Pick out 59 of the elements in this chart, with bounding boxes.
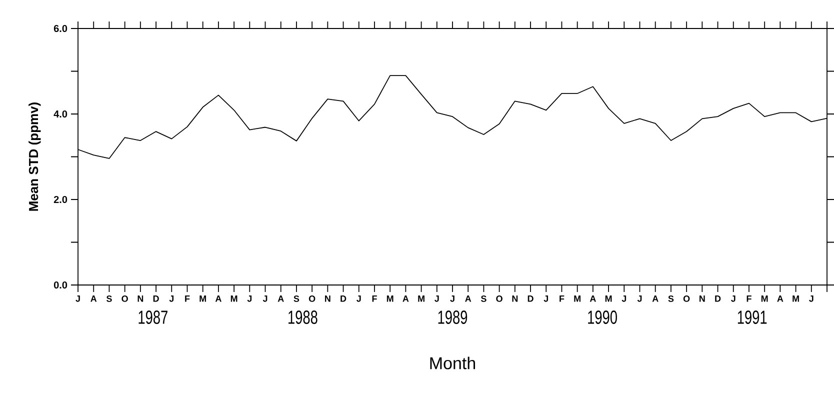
x-tick-label: M	[792, 296, 799, 302]
y-axis-title: Mean STD (ppmv)	[28, 102, 41, 211]
x-tick-label: J	[731, 296, 736, 302]
x-tick-label: N	[325, 296, 330, 302]
x-tick-label: J	[544, 296, 548, 302]
x-tick-label: N	[138, 296, 144, 302]
x-tick-label: O	[683, 296, 690, 302]
y-tick-label: 6.0	[54, 24, 68, 32]
x-tick-label: N	[512, 296, 518, 302]
x-tick-label: A	[777, 296, 784, 302]
x-tick-label: D	[153, 296, 159, 302]
x-tick-label: J	[637, 296, 642, 302]
x-tick-label: O	[496, 296, 502, 302]
x-tick-label: A	[215, 296, 222, 302]
x-tick-label: A	[278, 296, 284, 302]
x-tick-label: A	[652, 296, 658, 302]
y-tick-label: 0.0	[54, 281, 68, 289]
x-tick-label: A	[90, 296, 97, 302]
x-tick-label: J	[809, 296, 814, 302]
x-tick-label: J	[247, 296, 252, 302]
x-tick-label: M	[605, 296, 612, 302]
x-tick-label: J	[356, 296, 361, 302]
x-tick-label: D	[528, 296, 534, 302]
x-tick-label: F	[560, 296, 564, 302]
x-tick-label: M	[386, 296, 394, 302]
x-tick-label: F	[372, 296, 377, 302]
x-tick-label: J	[622, 296, 626, 302]
x-tick-label: M	[418, 296, 424, 302]
text: 1990	[588, 310, 617, 324]
x-tick-label: A	[590, 296, 596, 302]
x-tick-label: A	[402, 296, 409, 302]
text: 1987	[138, 310, 168, 324]
text: 1991	[738, 310, 767, 324]
x-tick-label: M	[574, 296, 580, 302]
x-tick-label: J	[169, 296, 174, 302]
text: 1988	[288, 310, 318, 324]
x-tick-label: S	[106, 296, 112, 302]
x-tick-label: D	[715, 296, 721, 302]
x-tick-label: M	[200, 296, 206, 302]
x-tick-label: M	[761, 296, 768, 302]
x-tick-label: N	[700, 296, 705, 302]
x-tick-label: M	[230, 296, 238, 302]
x-tick-label: J	[76, 296, 80, 302]
x-tick-label: J	[450, 296, 454, 302]
x-axis-title: Month	[430, 356, 476, 370]
x-tick-label: F	[746, 296, 752, 302]
x-tick-label: A	[465, 296, 472, 302]
text: 1989	[438, 310, 468, 324]
x-tick-label: J	[434, 296, 439, 302]
x-tick-label: F	[185, 296, 190, 302]
x-tick-label: O	[122, 296, 128, 302]
y-tick-label: 4.0	[54, 110, 68, 118]
x-tick-label: S	[294, 296, 300, 302]
x-tick-label: D	[340, 296, 346, 302]
y-tick-label: 2.0	[54, 196, 68, 204]
x-tick-label: S	[668, 296, 674, 302]
x-tick-label: S	[480, 296, 486, 302]
x-tick-label: J	[262, 296, 268, 302]
x-tick-label: O	[308, 296, 316, 302]
